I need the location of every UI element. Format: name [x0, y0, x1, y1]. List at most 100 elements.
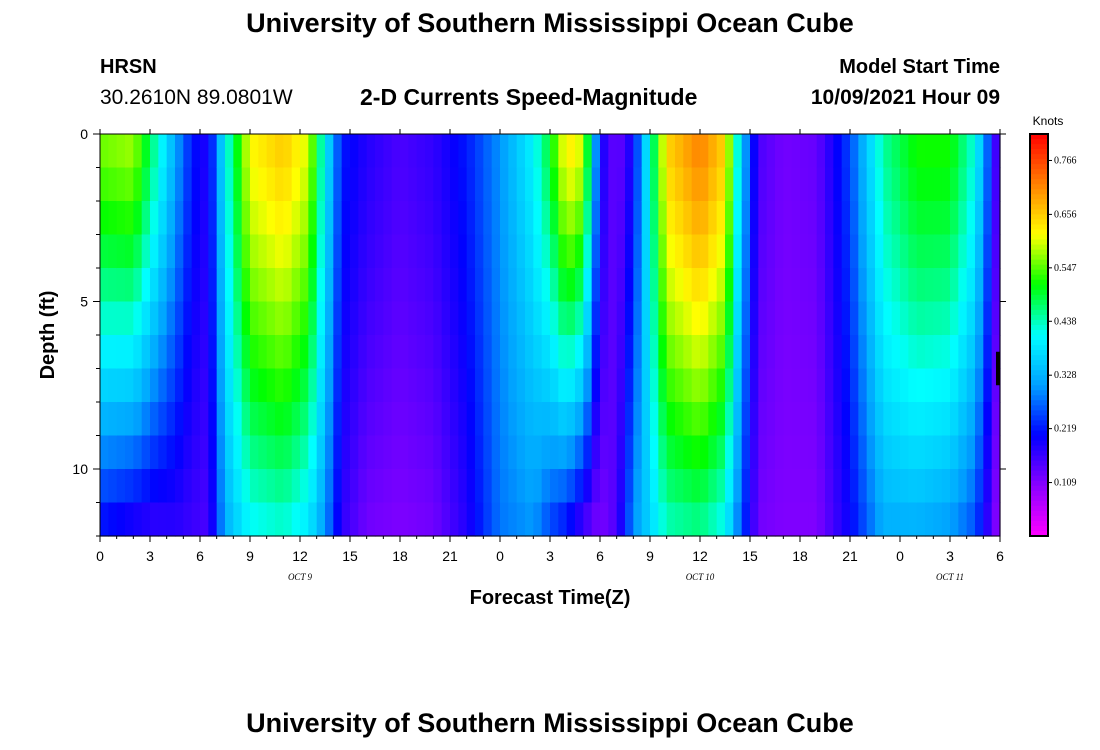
colorbar-segment [1030, 420, 1048, 427]
heatmap-cell [491, 402, 501, 437]
heatmap-cell [933, 469, 943, 504]
colorbar-segment [1030, 440, 1048, 447]
heatmap-cell [175, 402, 184, 437]
heatmap-cell [783, 268, 793, 303]
heatmap-cell [258, 335, 268, 370]
heatmap-cell [250, 402, 259, 437]
heatmap-cell [741, 435, 751, 470]
heatmap-cell [325, 268, 334, 303]
axes: 0 3 6 9 12 15 18 21 0 3 6 9 12 15 18 21 0 3 6 OCT 9 OCT 10 OC… [72, 126, 1006, 582]
heatmap-cell [383, 502, 393, 537]
heatmap-cell [708, 134, 718, 169]
heatmap-cell [491, 234, 501, 269]
heatmap-cell [850, 268, 859, 303]
heatmap-cell [225, 134, 234, 169]
heatmap-cell [466, 435, 476, 470]
colorbar-segment [1030, 159, 1048, 165]
heatmap-cell [733, 134, 743, 169]
heatmap-cell [925, 402, 934, 437]
heatmap-cell [141, 335, 151, 370]
heatmap-cell [925, 134, 934, 169]
heatmap-cell [141, 268, 151, 303]
heatmap-cell [133, 234, 143, 269]
heatmap-cell [441, 201, 451, 236]
heatmap-cell [758, 502, 768, 537]
heatmap-cell [350, 502, 359, 537]
heatmap-cell [966, 469, 976, 504]
heatmap-cell [783, 402, 793, 437]
heatmap-cell [766, 268, 776, 303]
footer-title: University of Southern Mississippi Ocean… [246, 708, 854, 738]
heatmap-cell [158, 268, 168, 303]
heatmap-cell [658, 201, 668, 236]
heatmap-cell [541, 402, 551, 437]
heatmap-cell [891, 301, 901, 336]
heatmap-cell [475, 368, 484, 403]
heatmap-cell [991, 469, 1001, 504]
heatmap-cell [725, 469, 734, 504]
heatmap-cell [966, 234, 976, 269]
heatmap-cell [475, 201, 484, 236]
heatmap-cell [350, 134, 359, 169]
heatmap-cell [841, 301, 851, 336]
heatmap-cell [908, 134, 918, 169]
heatmap-cell [491, 502, 501, 537]
x-axis-label: Forecast Time(Z) [470, 587, 631, 609]
heatmap-cell [658, 335, 668, 370]
heatmap-cell [533, 435, 543, 470]
heatmap-cell [825, 201, 834, 236]
heatmap-cell [358, 469, 368, 504]
heatmap-cell [191, 167, 201, 202]
heatmap-cell [558, 335, 568, 370]
heatmap-cell [933, 234, 943, 269]
heatmap-cell [566, 502, 576, 537]
heatmap-cell [741, 301, 751, 336]
heatmap-cell [641, 469, 651, 504]
heatmap-cell [383, 167, 393, 202]
heatmap-cell [816, 435, 826, 470]
heatmap-cell [525, 268, 534, 303]
heatmap-cell [608, 435, 618, 470]
heatmap-cell [325, 134, 334, 169]
heatmap-cell [166, 368, 176, 403]
colorbar-segment [1030, 430, 1048, 437]
heatmap-cell [108, 301, 118, 336]
heatmap-cell [366, 134, 376, 169]
date-label: OCT 10 [686, 572, 715, 582]
colorbar-tick-label: 0.109 [1054, 478, 1077, 489]
heatmap-cell [216, 368, 226, 403]
heatmap-cell [275, 402, 284, 437]
heatmap-cell [533, 469, 543, 504]
heatmap-cell [975, 201, 984, 236]
heatmap-cell [741, 201, 751, 236]
heatmap-cell [933, 335, 943, 370]
heatmap-cell [100, 335, 109, 370]
heatmap-cell [366, 502, 376, 537]
heatmap-cell [425, 201, 434, 236]
heatmap-cell [816, 502, 826, 537]
heatmap-cell [600, 469, 609, 504]
heatmap-cell [966, 301, 976, 336]
heatmap-cell [800, 301, 809, 336]
heatmap-cell [733, 402, 743, 437]
heatmap-cell [325, 167, 334, 202]
heatmap-cell [841, 134, 851, 169]
heatmap-cell [833, 435, 843, 470]
heatmap-cell [350, 335, 359, 370]
heatmap-cell [116, 234, 126, 269]
heatmap-cell [966, 435, 976, 470]
heatmap-cell [691, 335, 701, 370]
heatmap-cell [325, 435, 334, 470]
heatmap-cell [666, 435, 676, 470]
heatmap-cell [758, 201, 768, 236]
heatmap-cell [333, 234, 343, 269]
colorbar-segment [1030, 480, 1048, 487]
heatmap-cell [600, 301, 609, 336]
heatmap-cell [725, 502, 734, 537]
heatmap-cell [900, 335, 909, 370]
colorbar-frame [1029, 133, 1049, 537]
heatmap-cell [575, 335, 584, 370]
heatmap-cell [183, 368, 193, 403]
heatmap-cell [691, 268, 701, 303]
heatmap-cell [433, 502, 443, 537]
